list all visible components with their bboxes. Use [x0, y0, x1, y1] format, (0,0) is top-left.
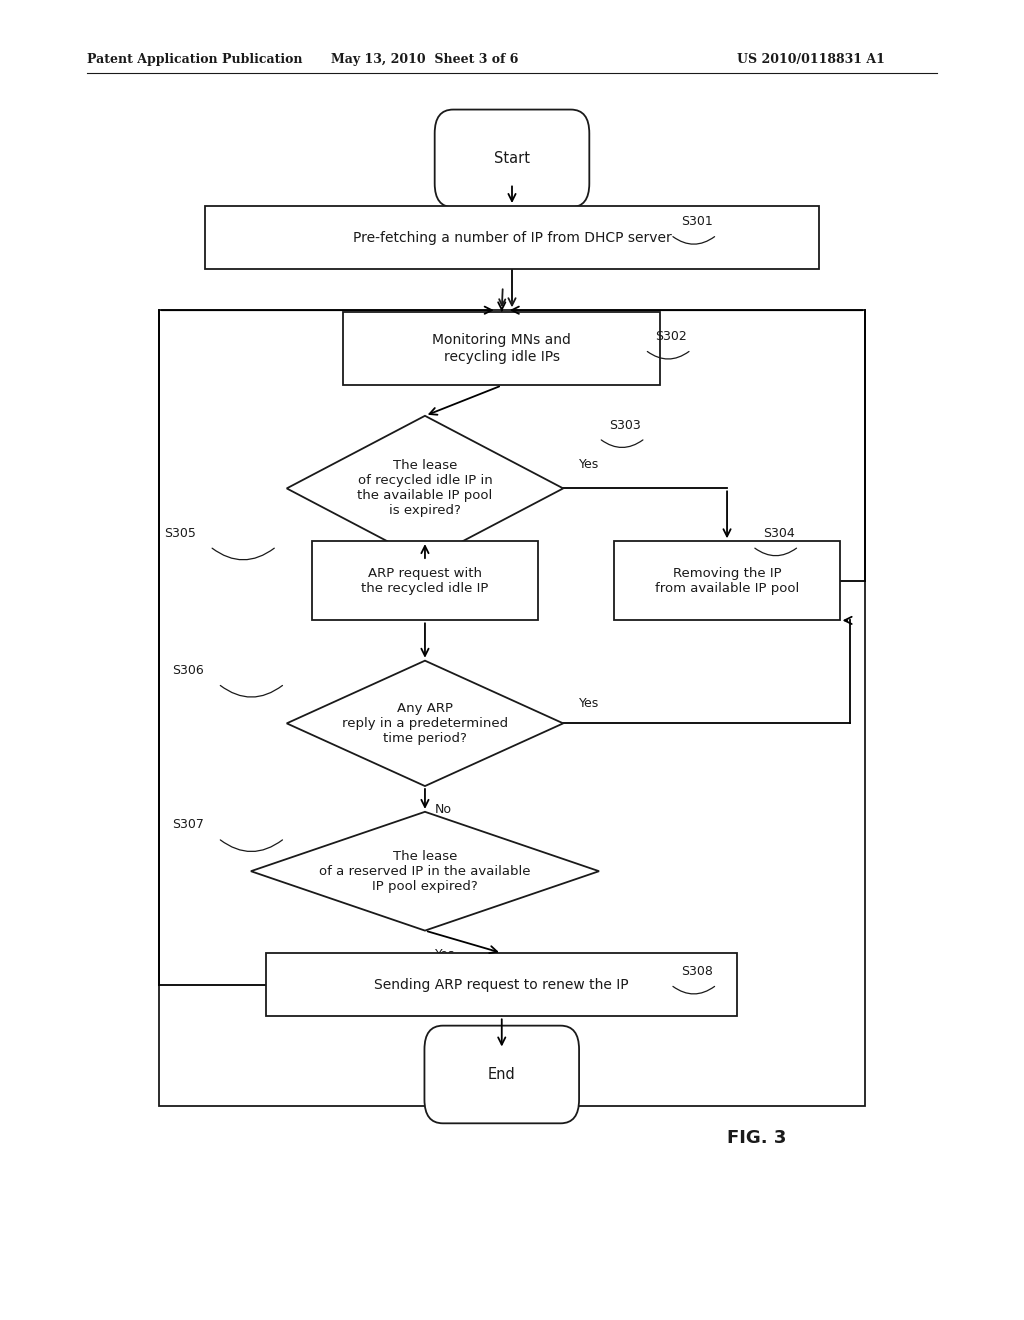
FancyBboxPatch shape [614, 541, 840, 620]
Text: S302: S302 [655, 330, 687, 343]
Text: Removing the IP
from available IP pool: Removing the IP from available IP pool [655, 566, 799, 595]
FancyBboxPatch shape [343, 312, 660, 385]
Text: Start: Start [494, 150, 530, 166]
Text: End: End [487, 1067, 516, 1082]
FancyBboxPatch shape [312, 541, 538, 620]
Text: S301: S301 [681, 215, 713, 228]
Text: S308: S308 [681, 965, 713, 978]
Text: Monitoring MNs and
recycling idle IPs: Monitoring MNs and recycling idle IPs [432, 334, 571, 363]
Text: Yes: Yes [435, 948, 456, 961]
Text: Sending ARP request to renew the IP: Sending ARP request to renew the IP [375, 978, 629, 991]
Text: Pre-fetching a number of IP from DHCP server: Pre-fetching a number of IP from DHCP se… [352, 231, 672, 244]
Text: US 2010/0118831 A1: US 2010/0118831 A1 [737, 53, 885, 66]
FancyBboxPatch shape [434, 110, 590, 207]
Text: ARP request with
the recycled idle IP: ARP request with the recycled idle IP [361, 566, 488, 595]
Text: Yes: Yes [579, 458, 599, 471]
Text: S307: S307 [172, 818, 204, 832]
Text: May 13, 2010  Sheet 3 of 6: May 13, 2010 Sheet 3 of 6 [332, 53, 518, 66]
Text: Yes: Yes [579, 697, 599, 710]
FancyBboxPatch shape [205, 206, 819, 269]
Text: The lease
of recycled idle IP in
the available IP pool
is expired?: The lease of recycled idle IP in the ava… [357, 459, 493, 517]
Polygon shape [251, 812, 599, 931]
Text: No: No [435, 578, 453, 591]
Text: S304: S304 [763, 527, 795, 540]
Polygon shape [287, 416, 563, 561]
Text: The lease
of a reserved IP in the available
IP pool expired?: The lease of a reserved IP in the availa… [319, 850, 530, 892]
Polygon shape [287, 660, 563, 785]
Text: FIG. 3: FIG. 3 [727, 1129, 786, 1147]
Text: Any ARP
reply in a predetermined
time period?: Any ARP reply in a predetermined time pe… [342, 702, 508, 744]
Text: S303: S303 [609, 418, 641, 432]
Text: Patent Application Publication: Patent Application Publication [87, 53, 302, 66]
FancyBboxPatch shape [266, 953, 737, 1016]
Text: S306: S306 [172, 664, 204, 677]
FancyBboxPatch shape [424, 1026, 580, 1123]
Text: No: No [435, 804, 453, 816]
Text: S305: S305 [164, 527, 196, 540]
